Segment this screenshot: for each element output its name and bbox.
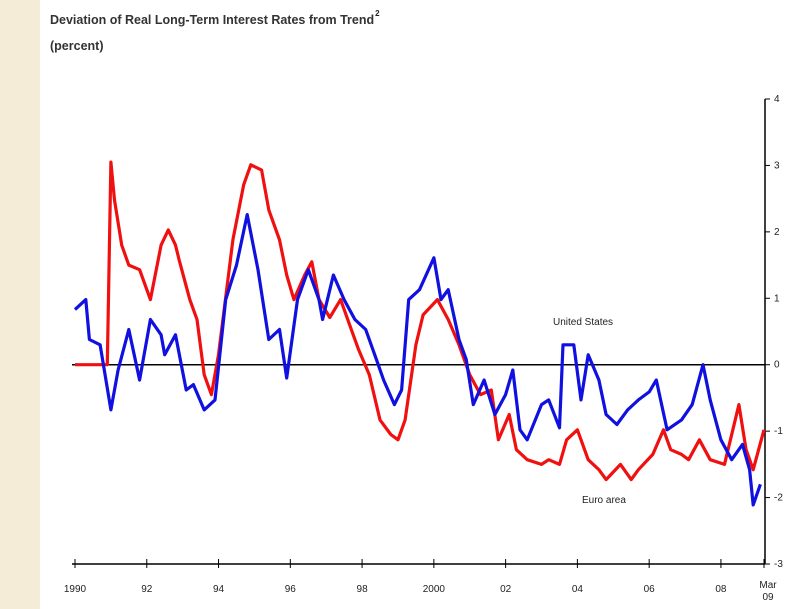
x-tick-label: 94 bbox=[213, 584, 225, 595]
chart-panel bbox=[40, 0, 785, 609]
annotation: United States bbox=[553, 317, 613, 328]
x-tick-label: 92 bbox=[141, 584, 153, 595]
y-tick-label: -1 bbox=[774, 426, 783, 437]
line-series bbox=[73, 213, 762, 507]
y-tick-label: 4 bbox=[774, 94, 780, 105]
x-tick-label: Mar 09 bbox=[759, 580, 777, 603]
y-tick-label: 0 bbox=[774, 360, 780, 371]
x-tick-label: 06 bbox=[644, 584, 656, 595]
x-tick-label: 96 bbox=[285, 584, 297, 595]
chart-title: Deviation of Real Long-Term Interest Rat… bbox=[50, 13, 374, 27]
x-tick-label: 02 bbox=[500, 584, 512, 595]
chart-subtitle: (percent) bbox=[50, 39, 103, 53]
y-tick-label: 3 bbox=[774, 160, 780, 171]
x-tick-label: 2000 bbox=[423, 584, 446, 595]
line-series bbox=[75, 160, 766, 482]
annotation: Euro area bbox=[582, 495, 626, 506]
title-superscript: 2 bbox=[375, 9, 380, 18]
x-tick-label: 04 bbox=[572, 584, 584, 595]
x-tick-label: 08 bbox=[715, 584, 727, 595]
y-tick-label: 2 bbox=[774, 227, 780, 238]
y-tick-label: 1 bbox=[774, 293, 780, 304]
y-tick-label: -3 bbox=[774, 559, 783, 570]
x-tick-label: 98 bbox=[357, 584, 369, 595]
x-tick-label: 1990 bbox=[64, 584, 87, 595]
y-tick-label: -2 bbox=[774, 493, 783, 504]
